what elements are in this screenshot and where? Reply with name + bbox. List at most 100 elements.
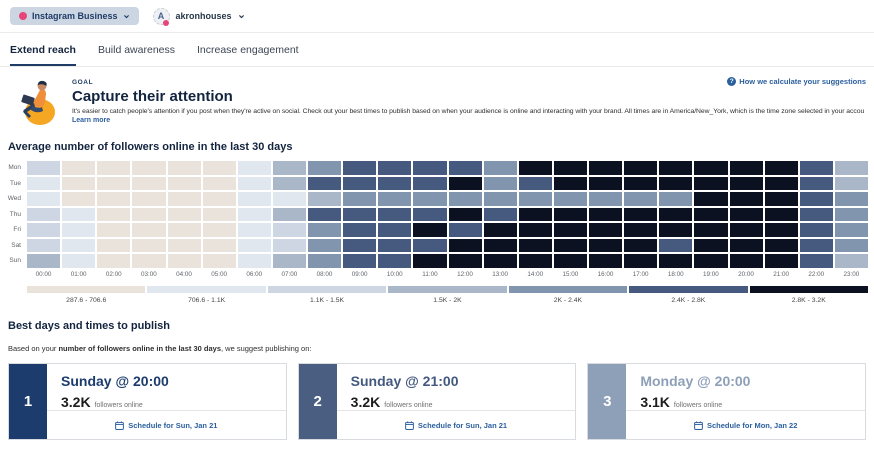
heatmap-cell [308, 207, 342, 221]
goal-title: Capture their attention [72, 88, 233, 105]
heatmap-cell [483, 223, 517, 237]
card-title: Monday @ 20:00 [640, 372, 751, 389]
heatmap-cell [624, 176, 658, 190]
heatmap-cell [62, 223, 96, 237]
heatmap-cell [799, 223, 833, 237]
heatmap-cell [202, 161, 236, 175]
card-body: Sunday @ 21:00 3.2K followers online Schedu… [336, 364, 576, 441]
followers-value: 3.1K [640, 393, 670, 410]
best-times-title: Best days and times to publish [8, 319, 170, 332]
heatmap-cell [518, 161, 552, 175]
goal-tabs: Extend reach Build awareness Increase enga… [0, 33, 874, 67]
heatmap-cell [589, 254, 623, 268]
tab-increase-engagement[interactable]: Increase engagement [197, 44, 299, 56]
heatmap-row: Sun [0, 254, 868, 268]
heatmap-cell [27, 207, 61, 221]
heatmap-row: Mon [0, 161, 868, 175]
day-label: Sat [11, 241, 21, 249]
heatmap-cell [97, 254, 131, 268]
heatmap-cell [237, 254, 271, 268]
heatmap-cell [589, 238, 623, 252]
heatmap-title: Average number of followers online in th… [8, 141, 293, 153]
heatmap-cell [659, 192, 693, 206]
card-body: Sunday @ 20:00 3.2K followers online Schedu… [47, 364, 286, 439]
heatmap-cell [448, 207, 482, 221]
hour-tick-label: 00:00 [35, 270, 52, 278]
followers-value: 3.2K [61, 393, 91, 410]
heatmap: Mon Tue Wed Thu Fri Sat Sun [0, 161, 868, 268]
heatmap-cell [378, 223, 412, 237]
legend-item: 2K - 2.4K [508, 285, 628, 304]
chevron-down-icon [238, 14, 244, 18]
instagram-icon [19, 12, 27, 20]
avatar: A [152, 7, 170, 26]
account-type-dropdown[interactable]: Instagram Business [10, 7, 139, 25]
profile-dropdown[interactable]: A akronhouses [152, 7, 245, 26]
heatmap-cell [589, 223, 623, 237]
card-footer: Schedule for Mon, Jan 22 [626, 409, 866, 441]
heatmap-cell [62, 192, 96, 206]
goal-description: It's easier to catch people's attention … [72, 108, 864, 115]
hour-tick-label: 16:00 [597, 270, 614, 278]
hour-tick-label: 11:00 [422, 270, 438, 278]
heatmap-cell [518, 254, 552, 268]
schedule-button[interactable]: Schedule for Sun, Jan 21 [405, 421, 507, 430]
heatmap-cell [343, 161, 377, 175]
schedule-label: Schedule for Sun, Jan 21 [128, 420, 218, 430]
how-we-calculate-link[interactable]: ? How we calculate your suggestions [727, 77, 866, 86]
heatmap-cell [343, 254, 377, 268]
legend-swatch [749, 285, 868, 293]
heatmap-cell [624, 223, 658, 237]
schedule-button[interactable]: Schedule for Mon, Jan 22 [694, 421, 797, 430]
heatmap-cell [483, 254, 517, 268]
heatmap-cell [97, 223, 131, 237]
heatmap-cell [518, 192, 552, 206]
card-footer: Schedule for Sun, Jan 21 [336, 409, 576, 441]
day-label: Fri [13, 226, 21, 234]
hour-tick-label: 01:00 [70, 270, 87, 278]
heatmap-cell [764, 238, 798, 252]
heatmap-hour-axis: 00:00 01:00 02:00 03:00 04:00 05:00 06:00 07:00… [0, 271, 868, 278]
heatmap-cell [167, 192, 201, 206]
heatmap-cell [343, 207, 377, 221]
heatmap-cell [589, 161, 623, 175]
heatmap-cell [27, 238, 61, 252]
heatmap-cell [378, 161, 412, 175]
heatmap-cell [518, 176, 552, 190]
heatmap-cell [448, 223, 482, 237]
goal-section: GOAL Capture their attention It's easier… [0, 67, 874, 134]
heatmap-cell [272, 176, 306, 190]
hour-tick-label: 14:00 [527, 270, 544, 278]
heatmap-cell [553, 254, 587, 268]
heatmap-cell [413, 238, 447, 252]
hour-tick-label: 23:00 [843, 270, 860, 278]
heatmap-cell [167, 207, 201, 221]
legend-swatch [27, 285, 146, 293]
heatmap-cell [834, 223, 868, 237]
tab-extend-reach[interactable]: Extend reach [10, 33, 76, 66]
calendar-icon [405, 420, 414, 430]
heatmap-cell [659, 161, 693, 175]
card-main: Sunday @ 20:00 3.2K followers online [47, 364, 286, 410]
hour-tick-label: 21:00 [773, 270, 790, 278]
heatmap-cell [62, 176, 96, 190]
heatmap-cell [764, 176, 798, 190]
hour-tick-label: 20:00 [738, 270, 754, 278]
profile-name: akronhouses [175, 11, 232, 21]
schedule-button[interactable]: Schedule for Sun, Jan 21 [115, 421, 217, 430]
hour-tick-label: 07:00 [281, 270, 298, 278]
heatmap-cell [237, 223, 271, 237]
heatmap-cell [272, 254, 306, 268]
top-bar: Instagram Business A akronhouses [0, 0, 874, 33]
heatmap-cell [27, 254, 61, 268]
heatmap-cell [694, 176, 728, 190]
heatmap-cell [624, 207, 658, 221]
heatmap-cell [518, 238, 552, 252]
learn-more-link[interactable]: Learn more [72, 117, 111, 124]
tab-build-awareness[interactable]: Build awareness [97, 44, 175, 56]
heatmap-cell [694, 254, 728, 268]
legend-label: 1.5K - 2K [433, 296, 462, 304]
heatmap-cell [764, 254, 798, 268]
heatmap-cell [378, 207, 412, 221]
heatmap-cell [343, 238, 377, 252]
